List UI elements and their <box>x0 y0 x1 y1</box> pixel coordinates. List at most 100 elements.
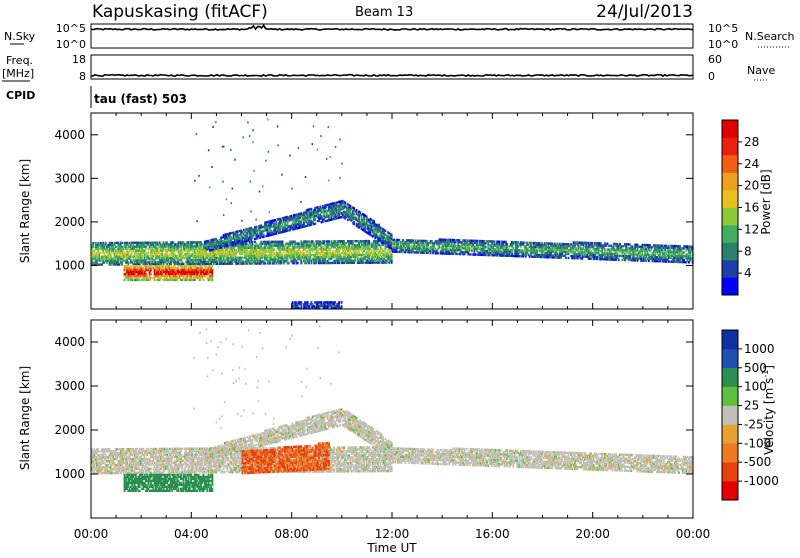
power-cell <box>213 248 215 250</box>
power-cell <box>297 262 299 264</box>
nsky-label: N.Sky <box>4 30 36 43</box>
power-cell <box>264 262 266 264</box>
power-cell <box>524 242 526 244</box>
power-cell <box>314 223 316 225</box>
power-cell <box>273 248 275 250</box>
power-cell <box>568 243 570 245</box>
power-cell <box>215 248 217 250</box>
nave-tick-top: 60 <box>708 53 722 66</box>
power-cell <box>298 242 300 244</box>
power-cell <box>147 251 149 253</box>
freq-trace <box>91 75 693 76</box>
power-cell <box>121 242 123 244</box>
power-cell <box>349 205 351 207</box>
power-cell <box>356 209 358 211</box>
beam-label: Beam 13 <box>355 5 413 20</box>
power-cell <box>366 215 368 217</box>
power-cell <box>255 226 257 228</box>
power-cell <box>211 265 213 267</box>
power-cell <box>499 241 501 243</box>
power-cell <box>275 221 277 223</box>
power-cell <box>185 265 187 267</box>
power-cell <box>391 234 393 236</box>
power-cell <box>437 252 439 254</box>
power-cell <box>494 240 496 242</box>
power-cell <box>476 240 478 242</box>
nsky-line <box>91 25 693 30</box>
power-cell <box>352 240 354 242</box>
power-cell <box>391 254 393 256</box>
power-cell <box>470 253 472 255</box>
power-cell <box>201 265 203 267</box>
power-cell <box>604 248 606 250</box>
power-cell <box>568 257 570 259</box>
power-cell <box>368 240 370 242</box>
power-cell <box>590 250 592 252</box>
power-cell <box>100 252 102 254</box>
cpid-label: CPID <box>6 89 35 102</box>
power-cell <box>385 230 387 232</box>
power-cell <box>313 242 315 244</box>
power-cell <box>328 240 330 242</box>
power-cell <box>127 261 129 263</box>
power-cell <box>356 217 358 219</box>
power-cell <box>130 265 132 267</box>
power-cell <box>353 213 355 215</box>
power-cell <box>203 279 205 281</box>
nsky-tick-top: 10^5 <box>56 22 86 35</box>
nsky-panel-frame <box>91 24 693 48</box>
power-cell <box>105 242 107 244</box>
power-cell <box>115 246 117 248</box>
power-cell <box>530 242 532 244</box>
nsky-trace <box>91 25 693 30</box>
power-cell <box>178 265 180 267</box>
power-cell <box>92 242 94 244</box>
power-cell <box>371 250 373 252</box>
power-cell <box>619 243 621 245</box>
power-cell <box>506 243 508 245</box>
power-cell <box>485 246 487 248</box>
nsearch-label: N.Search <box>745 30 795 43</box>
power-cell <box>668 245 670 247</box>
power-cell <box>288 262 290 264</box>
power-cell <box>373 220 375 222</box>
power-cell <box>150 273 152 275</box>
freq-tick-bottom: 8 <box>79 70 86 83</box>
nave-tick-bottom: 0 <box>708 70 715 83</box>
nsearch-tick-top: 10^5 <box>708 22 738 35</box>
power-cell <box>668 260 670 262</box>
power-cell <box>259 237 261 239</box>
power-cell <box>456 253 458 255</box>
power-cell <box>280 219 282 221</box>
nsky-tick-bottom: 10^0 <box>56 38 86 51</box>
power-cell <box>282 241 284 243</box>
freq-label: Freq. <box>6 54 33 67</box>
power-cell <box>591 242 593 244</box>
power-cell <box>183 263 185 265</box>
power-cell <box>378 224 380 226</box>
power-cell <box>311 208 313 210</box>
nave-label: Nave <box>747 64 775 77</box>
power-cell <box>282 223 284 225</box>
power-cell <box>618 259 620 261</box>
freq-unit: [MHz] <box>2 67 34 80</box>
power-cell <box>475 253 477 255</box>
power-cell <box>359 211 361 213</box>
power-cell <box>252 241 254 243</box>
power-cell <box>353 221 355 223</box>
power-cell <box>353 207 355 209</box>
power-cell <box>211 269 213 271</box>
nsearch-tick-bottom: 10^0 <box>708 38 738 51</box>
cpid-value: tau (fast) 503 <box>94 92 187 106</box>
power-cell <box>243 260 245 262</box>
power-cell <box>228 244 230 246</box>
power-cell <box>344 202 346 204</box>
power-cell <box>565 257 567 259</box>
freq-tick-top: 18 <box>72 53 86 66</box>
power-cell <box>150 277 152 279</box>
power-cell <box>683 251 685 253</box>
power-cell <box>323 240 325 242</box>
